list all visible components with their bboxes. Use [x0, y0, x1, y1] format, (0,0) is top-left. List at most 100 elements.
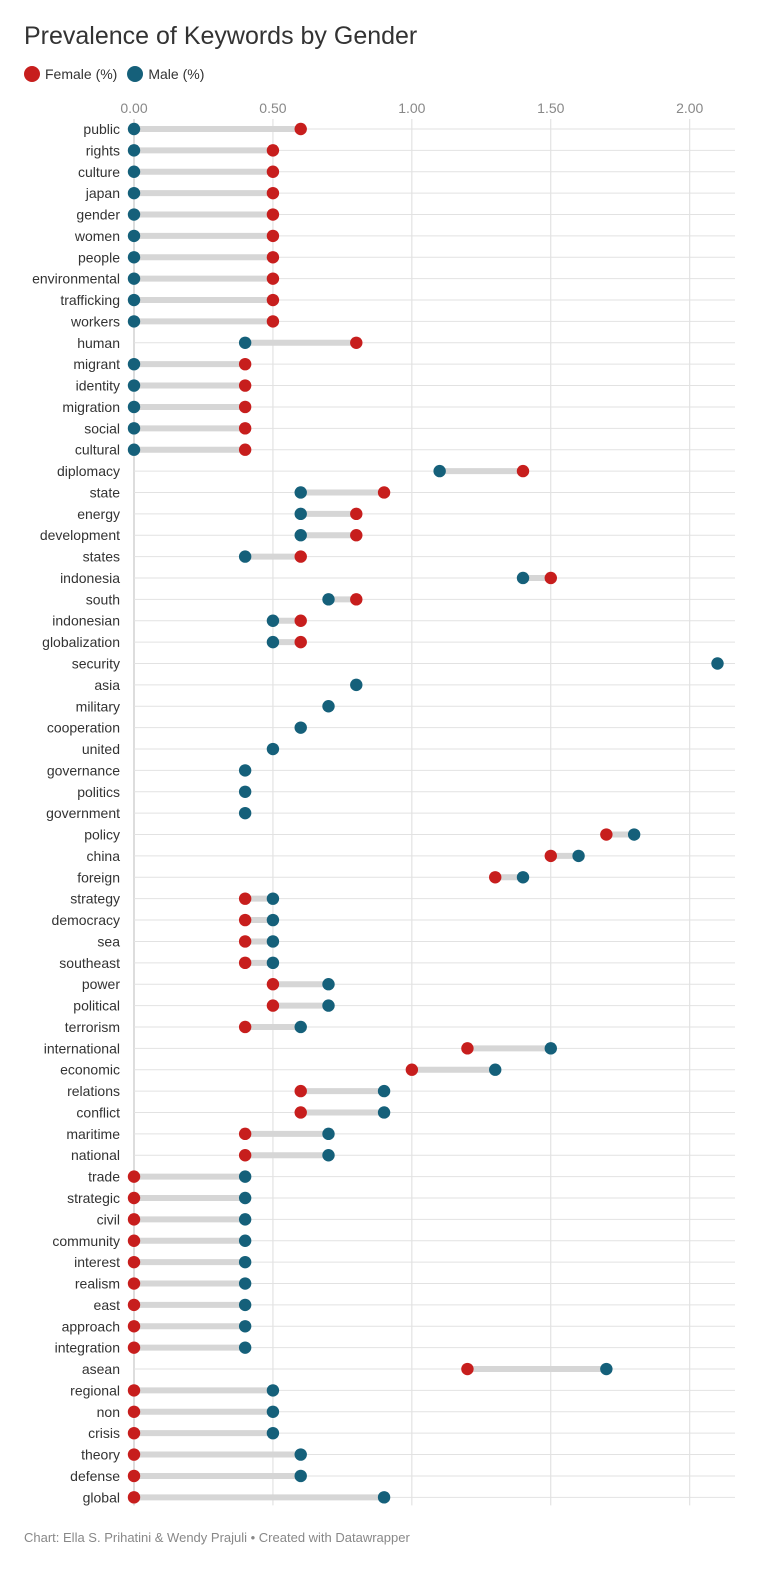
category-label: politics	[77, 784, 120, 800]
male-point	[266, 1426, 280, 1440]
female-point	[461, 1042, 474, 1055]
category-label: civil	[97, 1211, 120, 1227]
female-point	[127, 1405, 141, 1419]
female-point	[516, 464, 530, 478]
category-label: conflict	[76, 1104, 120, 1120]
category-label: relations	[67, 1083, 120, 1099]
category-label: approach	[62, 1318, 120, 1334]
male-point	[627, 828, 641, 841]
female-point	[238, 1149, 252, 1162]
male-point	[266, 892, 280, 905]
male-point	[322, 593, 335, 606]
female-point	[238, 443, 252, 456]
x-tick-label: 1.00	[398, 100, 425, 116]
category-label: southeast	[59, 955, 120, 971]
male-point	[127, 357, 141, 371]
female-point	[238, 379, 252, 392]
legend-swatch-female	[24, 66, 40, 82]
category-label: realism	[75, 1276, 120, 1292]
male-point	[127, 122, 141, 136]
dumbbell-chart: 0.00 0.50 1.00 1.50 2.00 public rights culture j…	[32, 100, 735, 1506]
category-label: policy	[84, 827, 120, 843]
x-tick-label: 0.50	[259, 100, 286, 116]
male-point	[127, 229, 141, 243]
male-point	[127, 293, 141, 307]
category-label: women	[74, 228, 120, 244]
chart-credit: Chart: Ella S. Prihatini & Wendy Prajuli…	[24, 1530, 410, 1545]
category-label: rights	[86, 142, 120, 158]
male-point	[238, 1320, 252, 1333]
category-label: japan	[85, 185, 120, 201]
male-point	[266, 935, 280, 948]
female-point	[294, 614, 307, 627]
female-point	[294, 1106, 307, 1119]
category-label: theory	[81, 1447, 120, 1463]
male-point	[322, 1127, 335, 1141]
category-label: development	[40, 527, 120, 543]
male-point	[127, 272, 141, 285]
male-point	[127, 443, 141, 456]
male-point	[294, 1469, 307, 1483]
female-point	[266, 293, 280, 307]
male-point	[238, 336, 252, 349]
female-point	[266, 165, 280, 178]
male-point	[544, 1042, 557, 1055]
category-label: national	[71, 1147, 120, 1163]
male-point	[350, 678, 363, 692]
female-point	[266, 251, 280, 264]
category-label: cooperation	[47, 720, 120, 736]
male-point	[516, 571, 530, 585]
category-label: trafficking	[60, 292, 120, 308]
category-label: workers	[70, 313, 120, 329]
category-label: united	[82, 741, 120, 757]
category-label: interest	[74, 1254, 120, 1270]
category-label: global	[83, 1489, 120, 1505]
female-point	[294, 1084, 307, 1098]
male-point	[266, 1384, 280, 1397]
female-point	[127, 1277, 141, 1290]
female-point	[127, 1234, 141, 1247]
female-point	[127, 1298, 141, 1312]
male-point	[294, 529, 307, 542]
male-point	[600, 1362, 613, 1376]
female-point	[238, 935, 252, 948]
female-point	[294, 550, 307, 563]
category-label: migration	[62, 399, 120, 415]
male-point	[266, 614, 280, 627]
female-point	[266, 186, 280, 200]
category-label: strategy	[70, 891, 120, 907]
female-point	[350, 507, 363, 521]
x-tick-label: 2.00	[676, 100, 703, 116]
male-point	[377, 1084, 391, 1098]
male-point	[238, 1170, 252, 1183]
category-label: government	[46, 805, 120, 821]
female-point	[266, 144, 280, 157]
male-point	[238, 1277, 252, 1290]
category-label: china	[87, 848, 121, 864]
male-point	[127, 315, 141, 328]
female-point	[127, 1320, 141, 1333]
female-point	[350, 593, 363, 606]
female-point	[266, 978, 280, 991]
category-label: foreign	[77, 869, 120, 885]
category-label: social	[84, 420, 120, 436]
female-point	[294, 635, 307, 649]
male-point	[711, 657, 724, 670]
male-point	[238, 1255, 252, 1269]
category-label: crisis	[88, 1425, 120, 1441]
female-point	[600, 828, 613, 841]
female-point	[127, 1469, 141, 1483]
legend-item-male: Male (%)	[127, 66, 204, 82]
male-point	[238, 785, 252, 798]
category-label: integration	[55, 1340, 120, 1356]
category-label: economic	[60, 1062, 120, 1078]
female-point	[350, 529, 363, 542]
male-point	[127, 165, 141, 178]
category-label: state	[90, 484, 121, 500]
category-label: community	[52, 1233, 120, 1249]
female-point	[238, 913, 252, 927]
male-point	[266, 913, 280, 927]
legend: Female (%) Male (%)	[24, 66, 214, 82]
female-point	[266, 272, 280, 285]
male-point	[127, 379, 141, 392]
